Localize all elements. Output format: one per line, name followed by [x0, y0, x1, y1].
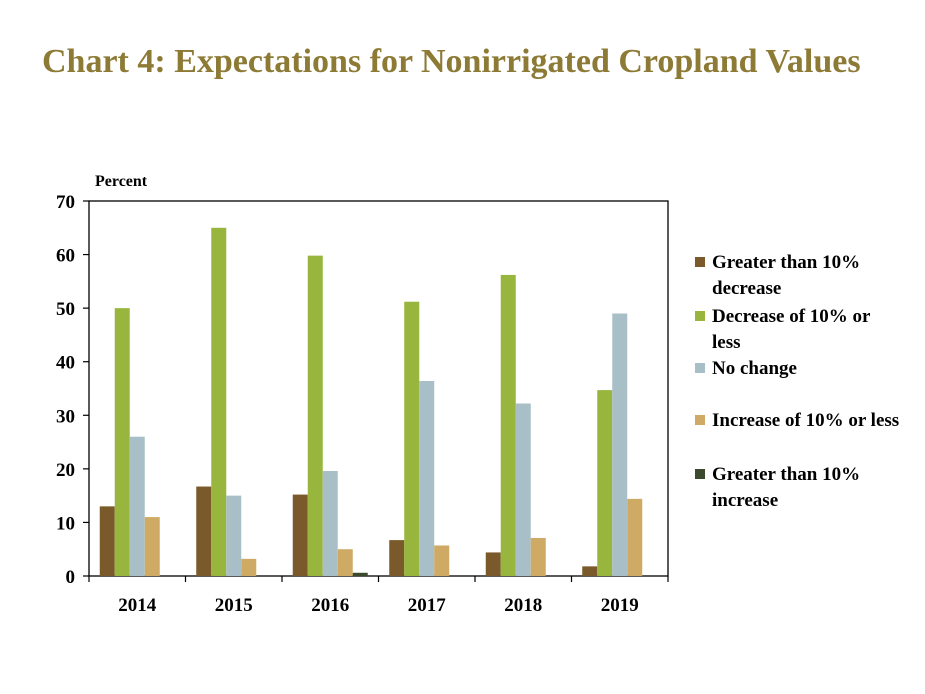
bar	[307, 255, 323, 576]
x-tick-label: 2019	[601, 595, 639, 616]
bar	[627, 498, 643, 576]
bar	[337, 549, 353, 576]
bar	[612, 313, 628, 576]
y-tick-label: 30	[56, 406, 75, 427]
x-tick-label: 2014	[118, 595, 157, 616]
legend-swatch	[695, 415, 705, 425]
bar	[292, 494, 308, 576]
bar	[419, 381, 435, 576]
bar	[196, 486, 212, 576]
x-tick-label: 2016	[311, 595, 349, 616]
x-tick-label: 2018	[504, 595, 542, 616]
y-axis-label: Percent	[95, 173, 148, 190]
legend-label: Decrease of 10% or less	[712, 306, 871, 353]
legend-swatch	[695, 363, 705, 373]
y-axis: 0 10 20 30 40 50 60 70	[56, 192, 89, 588]
bar	[500, 274, 516, 576]
legend-label: No change	[712, 358, 797, 379]
bar	[99, 506, 115, 576]
bar	[434, 545, 450, 576]
bar	[211, 227, 227, 577]
bar	[582, 566, 598, 576]
y-tick-label: 20	[56, 460, 75, 481]
bar	[597, 390, 613, 576]
bar	[389, 540, 405, 576]
bar	[114, 308, 130, 576]
y-tick-label: 10	[56, 513, 75, 534]
chart-title: Chart 4: Expectations for Nonirrigated C…	[42, 43, 861, 80]
x-tick-label: 2015	[215, 595, 253, 616]
y-tick-label: 60	[56, 246, 75, 267]
legend-label: Greater than 10% increase	[712, 464, 861, 511]
x-tick-label: 2017	[408, 595, 447, 616]
legend-label: Increase of 10% or less	[712, 410, 900, 431]
legend-swatch	[695, 257, 705, 267]
legend-swatch	[695, 311, 705, 321]
y-tick-label: 50	[56, 299, 75, 320]
bar	[404, 301, 420, 576]
legend-label: Greater than 10% decrease	[712, 252, 861, 299]
legend-swatch	[695, 469, 705, 479]
bar	[144, 517, 160, 576]
bar	[322, 471, 338, 576]
y-tick-label: 40	[56, 353, 75, 374]
bar	[485, 552, 501, 576]
bar	[352, 572, 368, 576]
y-tick-label: 0	[66, 567, 76, 588]
bar	[530, 537, 546, 576]
bar	[515, 403, 531, 576]
bar	[129, 436, 145, 576]
y-tick-label: 70	[56, 192, 75, 213]
bars-layer	[99, 227, 643, 577]
x-axis: 2014 2015 2016 2017 2018 2019	[88, 576, 669, 616]
plot-frame	[88, 200, 669, 577]
bar	[241, 558, 257, 576]
bar	[226, 495, 242, 576]
